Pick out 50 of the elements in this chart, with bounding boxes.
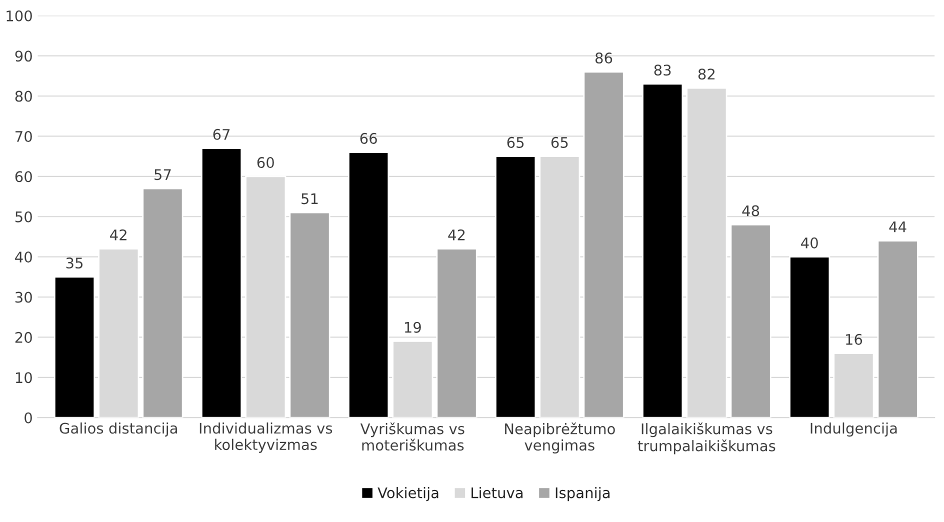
data-label: 57: [154, 169, 171, 180]
y-tick-label: 90: [15, 50, 32, 62]
data-label: 66: [360, 132, 377, 144]
y-tick-label: 80: [15, 90, 32, 102]
bar: [495, 156, 536, 418]
data-label: 48: [742, 205, 760, 216]
bar: [142, 188, 184, 418]
data-label: 65: [507, 136, 524, 148]
x-tick-label: Individualizmas vs kolektyvizmas: [200, 422, 332, 453]
y-tick-label: 10: [16, 372, 32, 384]
y-tick-label: 30: [15, 292, 32, 303]
legend-label: Vokietija: [378, 486, 438, 502]
bar: [730, 224, 772, 418]
y-tick-label: 50: [15, 211, 32, 222]
x-tick-label: Neapibrėžtumo vengimas: [505, 422, 615, 454]
y-tick-label: 20: [15, 332, 32, 343]
data-label: 65: [551, 136, 568, 148]
data-label: 44: [889, 222, 906, 232]
x-tick-label: Ilgalaikiškumas vs trumpalaikiškumas: [638, 422, 776, 454]
data-label: 35: [66, 258, 83, 269]
x-tick-label: Vyriškumas vs moteriškumas: [360, 422, 464, 451]
data-label: 16: [846, 334, 862, 345]
legend-label: Lietuva: [472, 486, 523, 498]
bar: [877, 240, 918, 418]
data-label: 82: [698, 68, 714, 80]
bar: [642, 83, 684, 418]
bar: [289, 212, 330, 418]
data-label: 40: [801, 237, 818, 248]
data-label: 42: [448, 229, 465, 240]
data-label: 60: [257, 157, 274, 168]
bar: [789, 256, 830, 418]
data-label: 83: [654, 64, 671, 76]
data-label: 86: [595, 52, 612, 64]
data-label: 51: [302, 193, 318, 204]
x-tick-label: Indulgencija: [810, 422, 897, 437]
y-tick-label: 100: [6, 10, 32, 22]
data-label: 42: [110, 229, 126, 240]
bar: [583, 71, 624, 418]
legend-label: Ispanija: [556, 486, 610, 502]
bar: [436, 248, 478, 418]
bar: [54, 276, 96, 418]
data-label: 67: [213, 128, 230, 140]
data-label: 19: [404, 322, 421, 333]
x-tick-label: Galios distancija: [60, 422, 177, 437]
y-tick-label: 0: [24, 412, 32, 424]
bar: [348, 152, 390, 418]
bar: [200, 148, 242, 418]
y-tick-label: 70: [16, 130, 32, 142]
y-tick-label: 60: [15, 171, 32, 182]
y-tick-label: 40: [15, 252, 32, 263]
